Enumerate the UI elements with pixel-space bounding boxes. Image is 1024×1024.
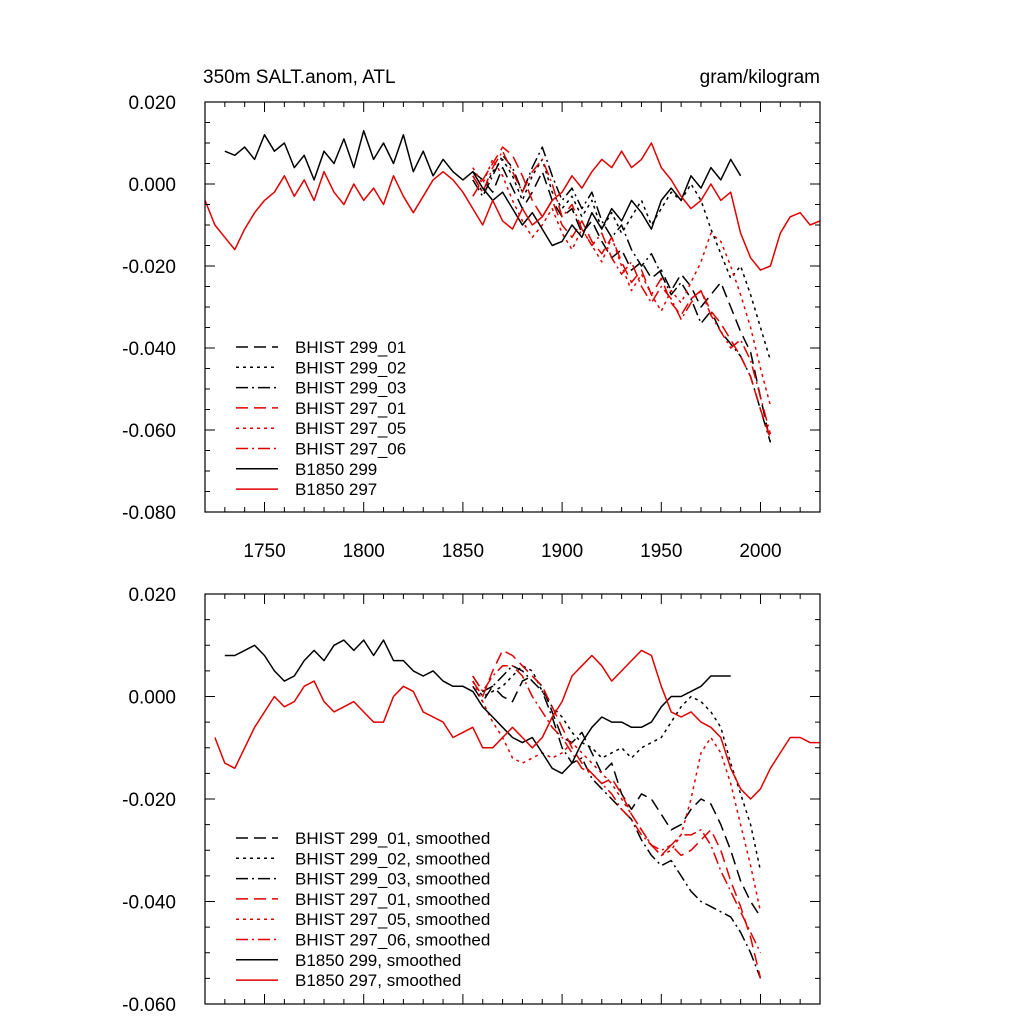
series-line-top-4 [472,158,772,406]
legend-label: BHIST 299_01, smoothed [295,829,490,848]
y-tick-label: -0.020 [122,257,176,278]
y-tick-label: 0.000 [128,688,176,709]
series-line-bottom-3 [472,649,762,979]
legend-label: B1850 297, smoothed [295,971,461,990]
series-line-bottom-7 [214,649,820,800]
x-tick-label: 1950 [640,541,682,562]
bottom-series-group [214,639,820,979]
y-tick-label: -0.080 [122,503,176,524]
y-tick-label: 0.000 [128,175,176,196]
legend-label: BHIST 297_05 [295,419,406,438]
legend-label: BHIST 299_02, smoothed [295,849,490,868]
bottom-plot-frame [204,593,821,1005]
series-line-bottom-1 [472,665,762,871]
series-line-top-2 [472,146,772,443]
legend-label: BHIST 297_06, smoothed [295,931,490,950]
series-line-top-5 [472,150,772,435]
bottom-panel: 0.020 0.000 -0.020 -0.040 -0.060 BHIST 299_0… [122,585,821,1016]
top-panel-title: 350m SALT.anom, ATL [203,67,396,88]
y-tick-label: -0.040 [122,339,176,360]
series-line-top-7 [204,142,821,271]
y-tick-label: 0.020 [128,93,176,114]
series-line-top-1 [472,158,772,361]
legend-label: BHIST 299_03 [295,379,406,398]
series-line-top-3 [472,146,772,439]
legend-label: B1850 299, smoothed [295,951,461,970]
series-line-bottom-6 [224,639,731,775]
series-line-bottom-0 [472,675,762,918]
legend-label: BHIST 299_01 [295,338,406,357]
legend-label: B1850 299 [295,460,377,479]
y-tick-label: -0.020 [122,790,176,811]
top-plot-frame [204,101,821,513]
x-tick-label: 1800 [343,541,385,562]
x-tick-label: 1900 [541,541,583,562]
x-tick-label: 1850 [442,541,484,562]
legend-label: BHIST 297_05, smoothed [295,910,490,929]
series-line-top-6 [224,129,742,247]
top-series-group [204,129,821,443]
legend-label: BHIST 299_03, smoothed [295,870,490,889]
series-line-bottom-5 [472,665,762,954]
legend-label: BHIST 297_06 [295,440,406,459]
top-panel-units: gram/kilogram [700,67,820,88]
series-line-top-0 [472,166,772,443]
legend-label: B1850 297 [295,480,377,499]
series-line-bottom-2 [472,665,762,979]
y-tick-label: -0.060 [122,421,176,442]
x-tick-label: 1750 [243,541,285,562]
series-line-bottom-4 [472,680,762,912]
top-panel: 350m SALT.anom, ATL gram/kilogram 0.0200… [122,67,821,562]
legend-label: BHIST 299_02 [295,358,406,377]
bottom-axes-group: 0.020 0.000 -0.020 -0.040 -0.060 [122,585,821,1016]
y-tick-label: -0.060 [122,995,176,1016]
y-tick-label: 0.020 [128,585,176,606]
top-axes-group: 0.020 0.000 -0.020 -0.040 -0.060 -0.080 1750 18… [122,93,821,562]
legend-label: BHIST 297_01, smoothed [295,890,490,909]
legend-label: BHIST 297_01 [295,399,406,418]
x-tick-label: 2000 [739,541,781,562]
y-tick-label: -0.040 [122,893,176,914]
